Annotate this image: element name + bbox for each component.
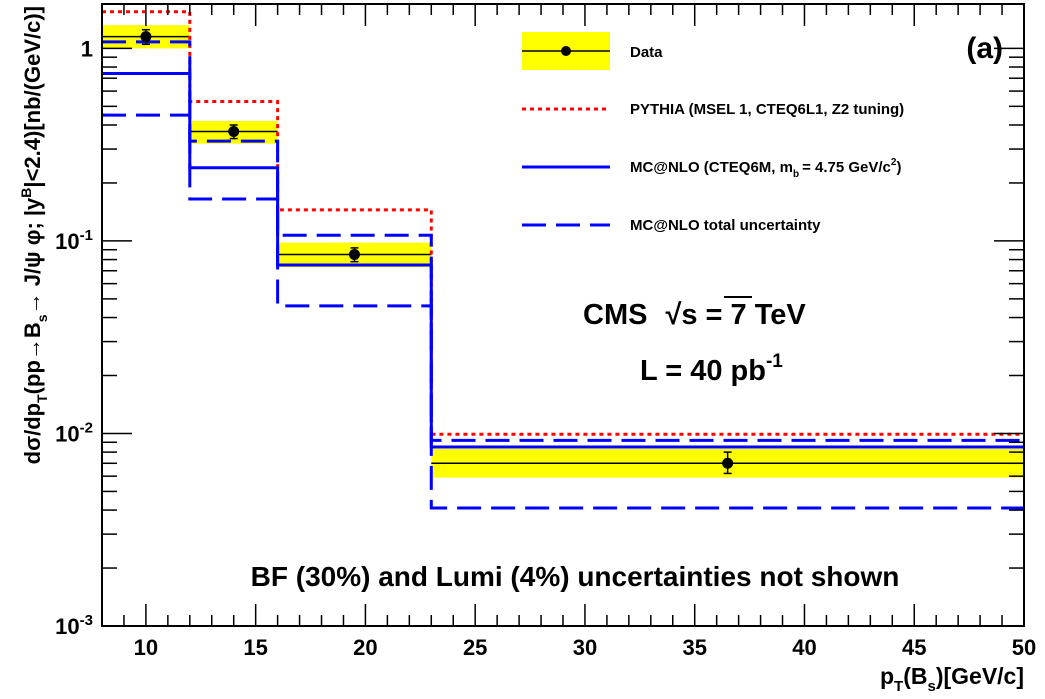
y-axis-title: dσ/dpT(pp→Bs→ J/ψ φ; |yB|<2.4)[nb/(GeV/c… [18, 6, 50, 464]
x-tick-label-30: 30 [573, 635, 597, 660]
data-points [140, 28, 734, 475]
legend-mcnlo-label: MC@NLO (CTEQ6M, mb = 4.75 GeV/c2) [630, 157, 901, 180]
x-axis-title: pT(Bs)[GeV/c] [880, 663, 1024, 695]
data-point-1 [228, 126, 240, 138]
data-systematic-bands [102, 25, 1024, 478]
y-tick-label-3: 1 [81, 36, 93, 61]
plot-frame [101, 3, 1025, 627]
legend: Data PYTHIA (MSEL 1, CTEQ6L1, Z2 tuning)… [522, 32, 904, 234]
series-line-0 [102, 10, 1024, 436]
y-tick-label-1: 10-2 [55, 419, 93, 446]
legend-data-label: Data [630, 44, 663, 61]
y-tick-label-2: 10-1 [55, 227, 93, 254]
cms-energy-annotation: CMS √s = 7 TeV [583, 299, 806, 331]
panel-label: (a) [966, 32, 1003, 65]
legend-data-marker [561, 46, 571, 56]
x-tick-label-40: 40 [792, 635, 816, 660]
axis-tick-labels: 10 15 20 25 30 35 40 45 50 10-3 10-2 10-1 1 [55, 36, 1036, 660]
axis-ticks [101, 4, 1025, 627]
x-tick-label-35: 35 [682, 635, 706, 660]
x-tick-label-20: 20 [353, 635, 377, 660]
x-tick-label-15: 15 [243, 635, 267, 660]
y-tick-label-0: 10-3 [55, 612, 93, 639]
x-tick-label-25: 25 [463, 635, 487, 660]
series-line-3 [102, 113, 1024, 510]
luminosity-annotation: L = 40 pb-1 [640, 351, 783, 387]
legend-pythia-label: PYTHIA (MSEL 1, CTEQ6L1, Z2 tuning) [630, 101, 904, 118]
legend-uncertainty-label: MC@NLO total uncertainty [630, 217, 821, 234]
data-point-2 [348, 249, 360, 261]
data-point-0 [140, 31, 152, 43]
uncertainty-note: BF (30%) and Lumi (4%) uncertainties not… [251, 561, 900, 592]
model-curves [102, 10, 1024, 510]
x-tick-label-10: 10 [134, 635, 158, 660]
x-tick-label-45: 45 [902, 635, 926, 660]
x-tick-label-50: 50 [1012, 635, 1036, 660]
data-point-3 [722, 457, 734, 469]
